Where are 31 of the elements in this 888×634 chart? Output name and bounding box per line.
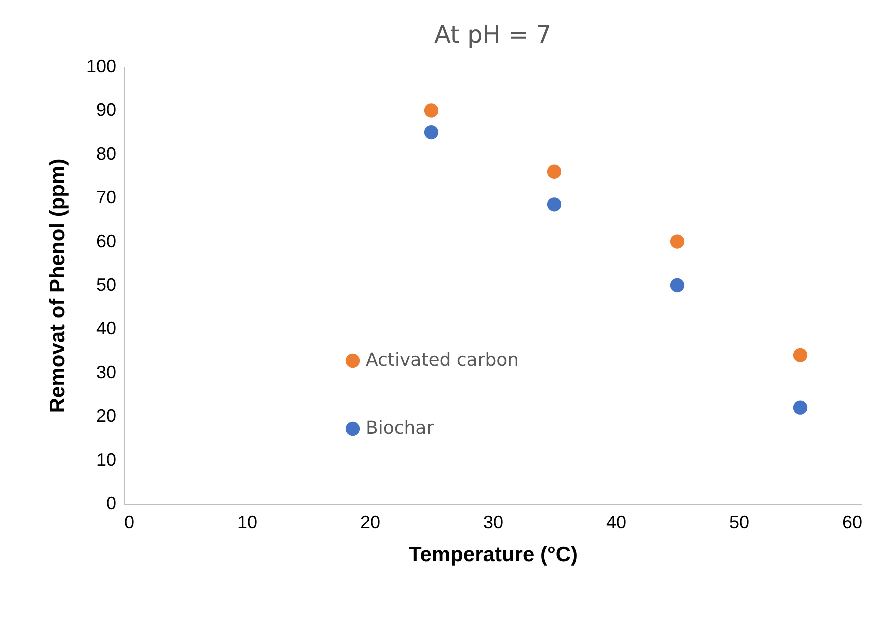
- point: [547, 164, 562, 179]
- point: [424, 125, 439, 140]
- x-tick-label: 30: [483, 512, 504, 532]
- y-tick-label: 50: [96, 275, 116, 295]
- y-tick-label: 90: [96, 100, 116, 120]
- point: [670, 234, 685, 249]
- point: [793, 348, 808, 362]
- point: [670, 278, 685, 293]
- y-tick-label: 20: [96, 406, 116, 426]
- legend-label: Biochar: [366, 418, 435, 439]
- point: [424, 104, 439, 118]
- y-axis-title: Removat of Phenol (ppm): [46, 158, 70, 414]
- x-axis-title: Temperature (°C): [408, 544, 578, 566]
- x-tick-label: 10: [237, 512, 258, 532]
- x-tick-label: 0: [124, 512, 135, 532]
- y-tick-label: 10: [96, 450, 116, 470]
- y-tick-label: 60: [96, 231, 116, 252]
- point: [793, 400, 808, 415]
- y-tick-label: 30: [96, 362, 116, 382]
- x-tick-label: 50: [729, 512, 750, 532]
- chart-title: At pH = 7: [434, 21, 552, 49]
- x-tick-label: 40: [606, 512, 627, 532]
- y-tick-label: 100: [86, 56, 116, 76]
- legend-label: Activated carbon: [366, 350, 520, 371]
- y-tick-label: 80: [96, 144, 116, 164]
- y-tick-label: 0: [106, 494, 116, 514]
- point: [547, 198, 562, 212]
- x-tick-label: 60: [842, 512, 862, 532]
- x-tick-label: 20: [360, 512, 381, 532]
- y-tick-label: 40: [96, 318, 116, 339]
- y-tick-label: 70: [96, 188, 116, 208]
